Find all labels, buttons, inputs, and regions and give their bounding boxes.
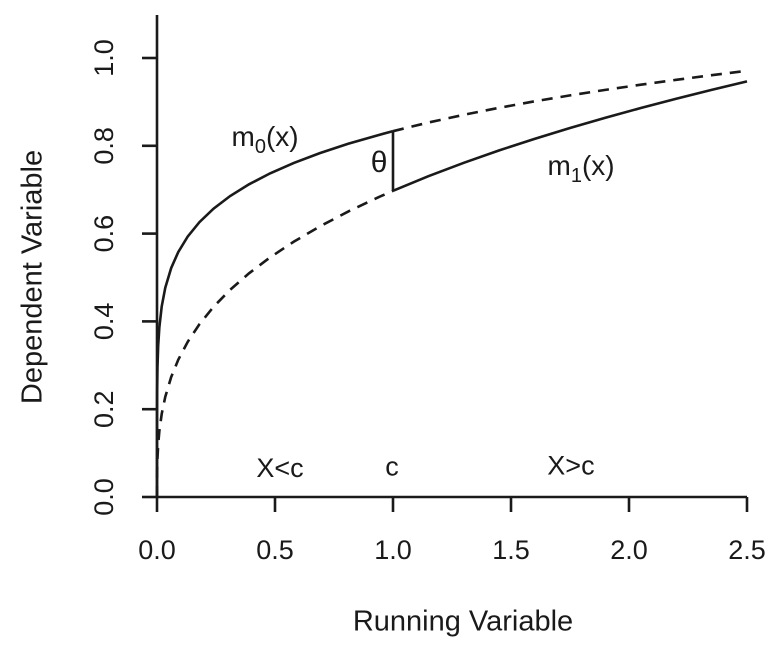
x-tick-label: 2.5	[728, 535, 766, 565]
m0-counterfactual-curve	[392, 69, 748, 133]
x-tick-label: 2.0	[610, 535, 648, 565]
x-axis-title: Running Variable	[352, 605, 574, 638]
y-tick-label: 0.0	[89, 478, 119, 516]
theta-label: θ	[371, 146, 388, 179]
cutoff-label: c	[385, 452, 399, 482]
x-tick-label: 1.0	[374, 535, 412, 565]
m0-curve-label: m0(x)	[232, 121, 299, 158]
x-tick-label: 0.5	[256, 535, 294, 565]
y-tick-label: 0.6	[89, 215, 119, 253]
m1-counterfactual-curve	[155, 189, 394, 498]
x-tick-label: 0.0	[138, 535, 176, 565]
m1-curve-label: m1(x)	[548, 150, 615, 187]
region-label-left: X<c	[256, 453, 303, 483]
y-tick-label: 1.0	[89, 39, 119, 77]
m0-observed-curve	[155, 129, 394, 498]
y-tick-label: 0.8	[89, 127, 119, 165]
y-axis-title: Dependent Variable	[16, 149, 49, 405]
y-tick-label: 0.4	[89, 303, 119, 341]
y-tick-label: 0.2	[89, 390, 119, 428]
region-label-right: X>c	[547, 451, 594, 481]
m1-observed-curve	[392, 80, 748, 193]
x-tick-label: 1.5	[492, 535, 530, 565]
